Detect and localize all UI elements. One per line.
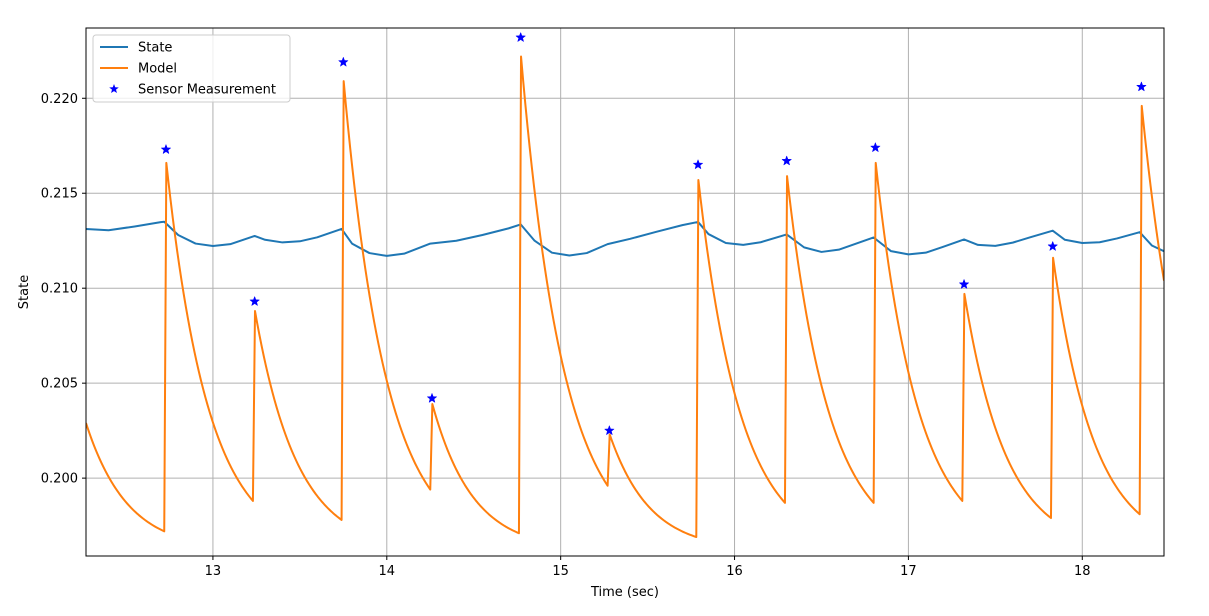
x-tick-label: 14 <box>379 564 396 579</box>
y-tick-label: 0.215 <box>41 187 78 202</box>
sensor-point <box>692 159 704 170</box>
x-tick-label: 13 <box>205 564 222 579</box>
x-tick-label: 15 <box>552 564 569 579</box>
plot-area <box>86 31 1164 539</box>
legend-sensor-swatch <box>109 84 119 94</box>
model-line <box>86 55 1164 539</box>
sensor-point <box>869 141 881 153</box>
legend-model-label: Model <box>138 62 177 77</box>
sensor-point <box>426 392 438 403</box>
sensor-point <box>249 295 261 307</box>
x-tick-label: 16 <box>726 564 743 579</box>
x-axis-label: Time (sec) <box>590 585 659 600</box>
sensor-point <box>1135 81 1147 92</box>
sensor-point <box>1047 240 1059 252</box>
legend-state-label: State <box>138 41 172 56</box>
sensor-point <box>958 278 970 290</box>
sensor-point <box>781 155 793 166</box>
legend-box <box>92 34 291 103</box>
grid <box>86 28 1164 556</box>
y-tick-label: 0.200 <box>41 472 78 487</box>
y-tick-label: 0.210 <box>41 282 78 297</box>
sensor-point <box>160 143 172 155</box>
state-line <box>86 220 1164 257</box>
x-tick-label: 18 <box>1074 564 1091 579</box>
sensor-point <box>515 31 527 43</box>
x-tick-label: 17 <box>900 564 917 579</box>
sensor-point <box>603 424 615 436</box>
plot-frame <box>85 27 1165 557</box>
sensor-point <box>337 56 349 67</box>
y-tick-label: 0.220 <box>41 92 78 107</box>
y-axis-label: State <box>17 275 32 309</box>
legend: State Model Sensor Measurement <box>92 34 291 103</box>
y-tick-label: 0.205 <box>41 377 78 392</box>
legend-sensor-label: Sensor Measurement <box>138 83 276 98</box>
axis-ticks: 13 14 15 16 17 18 0.200 0.205 0.210 0.215 0.220 <box>41 92 1091 579</box>
